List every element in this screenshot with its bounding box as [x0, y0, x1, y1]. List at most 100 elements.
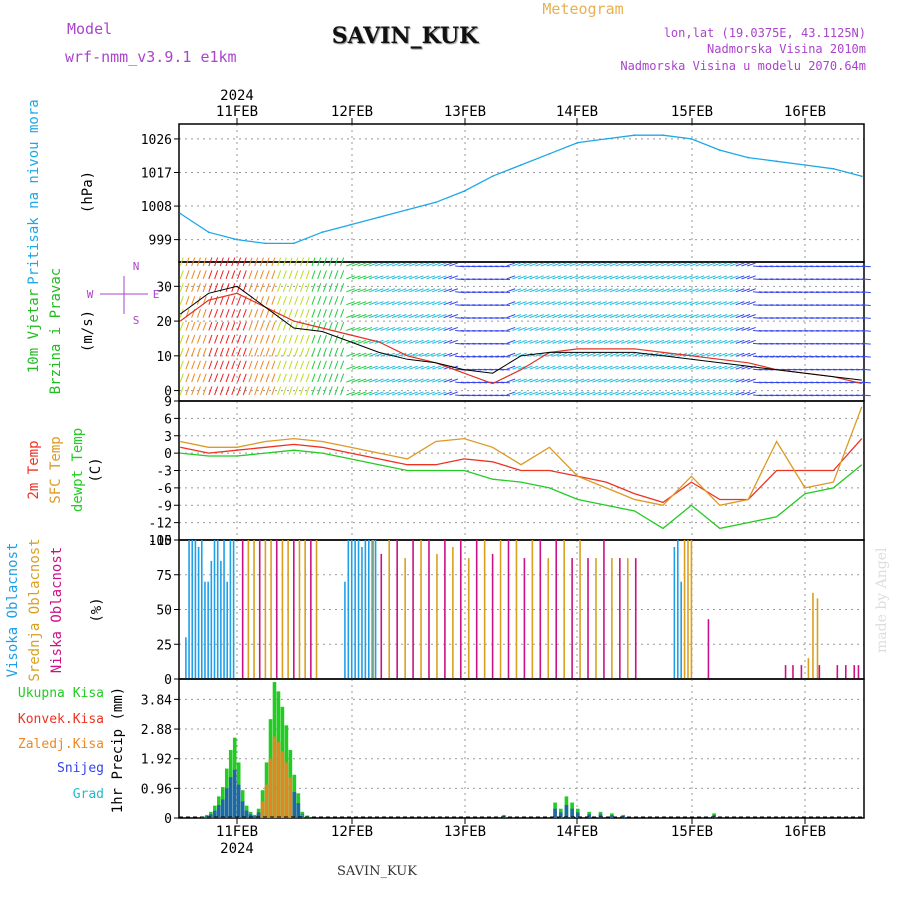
- wind-barb: [523, 314, 533, 319]
- wind-barb: [403, 301, 413, 306]
- pressure-point: [434, 201, 437, 204]
- wind-barb: [277, 296, 282, 305]
- wind-barb: [328, 296, 333, 305]
- wind-barb: [666, 378, 676, 383]
- wind-barb: [729, 275, 739, 280]
- wind-barb: [632, 365, 642, 370]
- wind-gust-line: [179, 292, 862, 385]
- wind-barb: [288, 386, 293, 396]
- wind-barb: [357, 339, 367, 344]
- top-day-label: 15FEB: [671, 104, 713, 120]
- wind-barb: [540, 275, 550, 280]
- wind-barb: [271, 373, 276, 383]
- wind-barb: [449, 326, 459, 331]
- wind-barb: [426, 352, 436, 357]
- wind-barb: [386, 314, 396, 319]
- wind-barb: [426, 314, 436, 319]
- wind-barb: [242, 347, 247, 357]
- wind-barb: [414, 352, 424, 357]
- precip-part-bar: [288, 777, 293, 818]
- wind-barb: [655, 352, 665, 357]
- wind-barb: [328, 283, 333, 292]
- wind-barb: [443, 378, 453, 383]
- wind-barb: [386, 391, 396, 396]
- pressure-point: [349, 223, 352, 226]
- wind-barb: [747, 275, 756, 280]
- wind-barb: [334, 270, 339, 280]
- wind-barb: [701, 275, 711, 280]
- wind-barb: [735, 378, 745, 383]
- wind-barb: [294, 334, 299, 344]
- wind-barb: [357, 301, 367, 306]
- wind-barb: [512, 352, 522, 357]
- compass-east: E: [153, 288, 160, 301]
- wind-barb: [340, 296, 345, 305]
- wind-barb: [271, 321, 276, 331]
- wind-barb: [259, 257, 264, 267]
- wind-barb: [202, 270, 207, 280]
- wind-barb: [529, 275, 539, 280]
- wind-barb: [346, 262, 355, 267]
- wind-barb: [437, 314, 447, 319]
- compass-north: N: [133, 260, 140, 273]
- wind-barb: [271, 283, 276, 292]
- wind-barb: [265, 283, 270, 292]
- wind-barb: [322, 296, 327, 305]
- wind-barb: [346, 301, 355, 306]
- wind-barb: [403, 314, 413, 319]
- wind-barb: [643, 288, 653, 293]
- wind-barb: [294, 283, 299, 292]
- temp-series-name: SFC Temp: [48, 436, 64, 503]
- wind-barb: [334, 308, 339, 318]
- wind-barb: [655, 275, 665, 280]
- wind-barb: [724, 314, 733, 319]
- wind-barb: [420, 352, 430, 357]
- wind-barb: [202, 308, 207, 318]
- wind-barb: [219, 360, 224, 370]
- wind-barb: [649, 262, 659, 267]
- wind-barb: [334, 296, 339, 305]
- compass-west: W: [87, 288, 94, 301]
- wind-barb: [432, 275, 441, 280]
- pressure-point: [633, 134, 636, 137]
- wind-barb: [535, 378, 544, 383]
- wind-barb: [569, 339, 579, 344]
- precip-part-bar: [228, 777, 233, 818]
- wind-barb: [397, 301, 407, 306]
- wind-barb: [500, 304, 510, 306]
- wind-barb: [747, 352, 756, 357]
- wind-barb: [535, 262, 544, 267]
- wind-barb: [420, 314, 430, 319]
- wind-barb: [575, 378, 585, 383]
- wind-barb: [506, 378, 516, 383]
- wind-barb: [512, 301, 522, 306]
- wind-barb: [300, 270, 305, 280]
- wind-barb: [666, 275, 676, 280]
- wind-barb: [603, 314, 613, 319]
- wind-barb: [449, 262, 459, 267]
- wind-barb: [729, 288, 739, 293]
- wind-barb: [409, 339, 418, 344]
- wind-barb: [712, 262, 722, 267]
- wind-barb: [621, 262, 630, 267]
- wind-barb: [374, 365, 384, 370]
- wind-barb: [580, 262, 590, 267]
- wind-barb: [558, 326, 567, 331]
- wind-barb: [678, 339, 688, 344]
- wind-barb: [409, 352, 418, 357]
- wind-barb: [237, 270, 242, 280]
- wind-barb: [363, 314, 373, 319]
- wind-barb: [288, 308, 293, 318]
- wind-barb: [638, 262, 648, 267]
- wind-barb: [678, 288, 688, 293]
- wind-barb: [661, 262, 670, 267]
- wind-barb: [689, 275, 699, 280]
- wind-barb: [191, 321, 196, 331]
- wind-barb: [196, 257, 201, 267]
- wind-barb: [506, 339, 516, 344]
- wind-barb: [500, 317, 510, 319]
- wind-barb: [523, 262, 533, 267]
- bottom-day-label: 15FEB: [671, 824, 713, 840]
- wind-barb: [386, 326, 396, 331]
- bottom-day-label: 11FEB: [216, 824, 258, 840]
